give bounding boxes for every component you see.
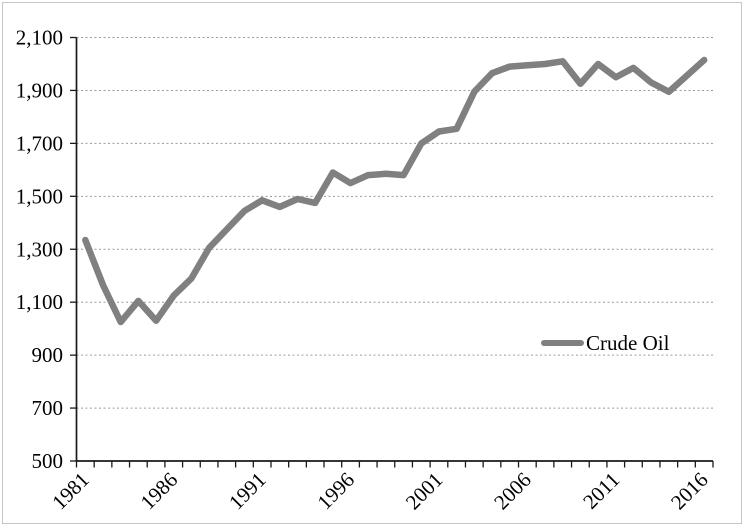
y-tick-label: 1,300 [16,237,63,261]
y-tick-label: 1,100 [16,290,63,314]
legend: Crude Oil [541,331,669,355]
y-tick-label: 1,900 [16,78,63,102]
x-tick-label: 1986 [136,468,183,515]
x-tick-label: 1981 [47,468,94,515]
y-tick-label: 2,100 [16,26,63,50]
y-tick-label: 1,500 [16,184,63,208]
x-tick-label: 2001 [401,468,448,515]
crude-oil-series-line [82,56,708,326]
legend-line-swatch [541,339,584,347]
x-tick-label: 1991 [224,468,271,515]
x-tick-label: 2011 [578,468,624,514]
legend-label: Crude Oil [586,331,670,355]
x-tick-label: 1996 [312,468,359,515]
y-tick-label: 500 [32,449,64,473]
x-tick-label: 2006 [489,468,536,515]
x-tick-label: 2016 [666,468,713,515]
y-tick-label: 1,700 [16,131,63,155]
y-tick-label: 900 [32,343,64,367]
y-tick-label: 700 [32,396,64,420]
